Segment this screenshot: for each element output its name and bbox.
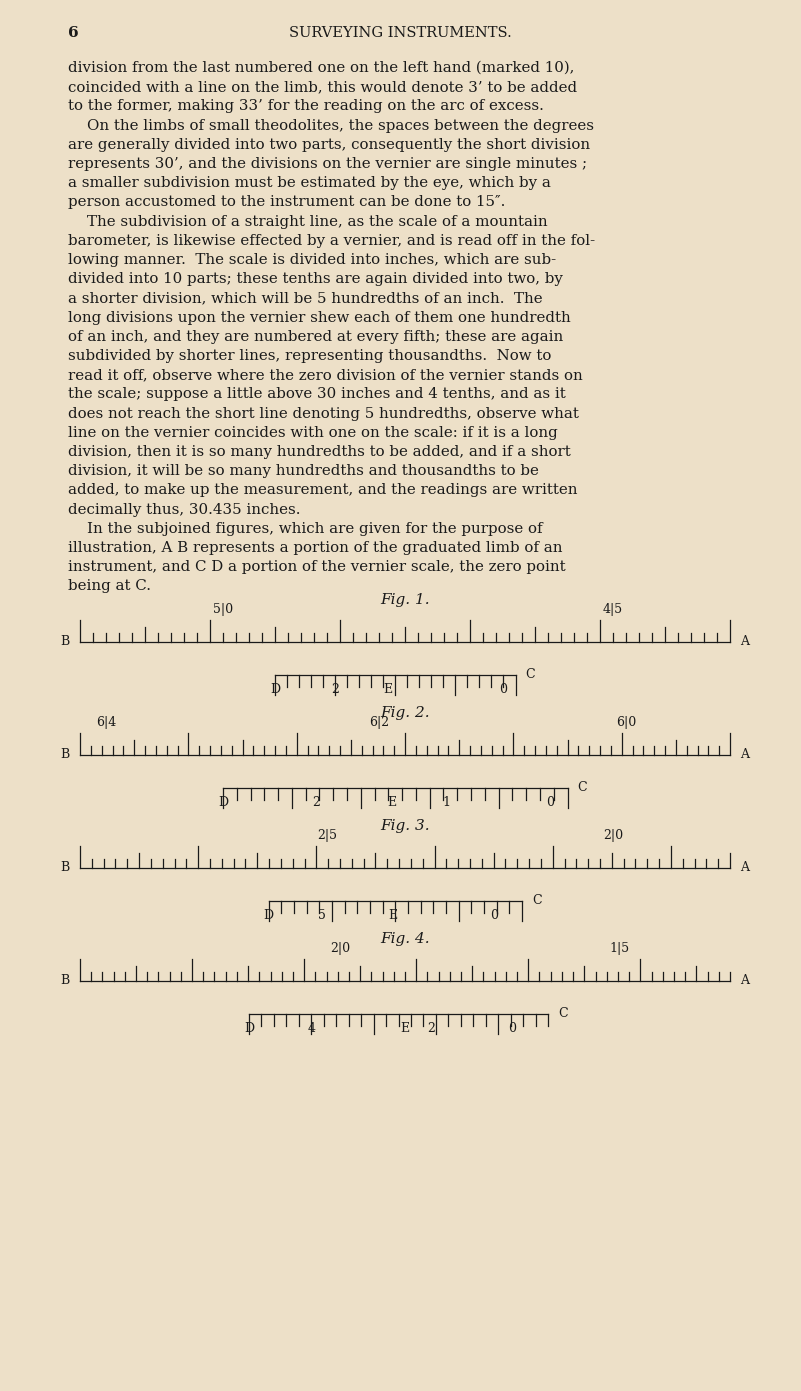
Text: 6|0: 6|0 bbox=[616, 715, 636, 729]
Text: 0: 0 bbox=[508, 1021, 516, 1035]
Text: A: A bbox=[740, 636, 749, 648]
Text: B: B bbox=[61, 974, 70, 988]
Text: read it off, observe where the zero division of the vernier stands on: read it off, observe where the zero divi… bbox=[68, 369, 583, 383]
Text: 4: 4 bbox=[308, 1021, 316, 1035]
Text: 2|0: 2|0 bbox=[603, 829, 623, 842]
Text: E: E bbox=[400, 1021, 409, 1035]
Text: person accustomed to the instrument can be done to 15″.: person accustomed to the instrument can … bbox=[68, 195, 505, 210]
Text: division, then it is so many hundredths to be added, and if a short: division, then it is so many hundredths … bbox=[68, 445, 571, 459]
Text: SURVEYING INSTRUMENTS.: SURVEYING INSTRUMENTS. bbox=[288, 26, 511, 40]
Text: a smaller subdivision must be estimated by the eye, which by a: a smaller subdivision must be estimated … bbox=[68, 177, 551, 191]
Text: Fig. 2.: Fig. 2. bbox=[380, 705, 430, 719]
Text: to the former, making 33’ for the reading on the arc of excess.: to the former, making 33’ for the readin… bbox=[68, 99, 544, 114]
Text: A: A bbox=[740, 748, 749, 761]
Text: illustration, A B represents a portion of the graduated limb of an: illustration, A B represents a portion o… bbox=[68, 541, 562, 555]
Text: Fig. 3.: Fig. 3. bbox=[380, 818, 430, 833]
Text: 5: 5 bbox=[318, 908, 326, 922]
Text: added, to make up the measurement, and the readings are written: added, to make up the measurement, and t… bbox=[68, 484, 578, 498]
Text: barometer, is likewise effected by a vernier, and is read off in the fol-: barometer, is likewise effected by a ver… bbox=[68, 234, 595, 248]
Text: C: C bbox=[532, 894, 541, 907]
Text: division, it will be so many hundredths and thousandths to be: division, it will be so many hundredths … bbox=[68, 465, 539, 479]
Text: C: C bbox=[578, 782, 587, 794]
Text: E: E bbox=[388, 908, 397, 922]
Text: instrument, and C D a portion of the vernier scale, the zero point: instrument, and C D a portion of the ver… bbox=[68, 561, 566, 574]
Text: 0: 0 bbox=[500, 683, 508, 696]
Text: D: D bbox=[244, 1021, 254, 1035]
Text: D: D bbox=[270, 683, 280, 696]
Text: a shorter division, which will be 5 hundredths of an inch.  The: a shorter division, which will be 5 hund… bbox=[68, 291, 542, 306]
Text: 2: 2 bbox=[331, 683, 339, 696]
Text: E: E bbox=[387, 796, 396, 808]
Text: The subdivision of a straight line, as the scale of a mountain: The subdivision of a straight line, as t… bbox=[68, 214, 548, 228]
Text: B: B bbox=[61, 636, 70, 648]
Text: of an inch, and they are numbered at every fifth; these are again: of an inch, and they are numbered at eve… bbox=[68, 330, 563, 344]
Text: represents 30’, and the divisions on the vernier are single minutes ;: represents 30’, and the divisions on the… bbox=[68, 157, 587, 171]
Text: A: A bbox=[740, 861, 749, 874]
Text: In the subjoined figures, which are given for the purpose of: In the subjoined figures, which are give… bbox=[68, 522, 542, 536]
Text: D: D bbox=[264, 908, 274, 922]
Text: line on the vernier coincides with one on the scale: if it is a long: line on the vernier coincides with one o… bbox=[68, 426, 557, 440]
Text: 2|5: 2|5 bbox=[317, 829, 337, 842]
Text: E: E bbox=[384, 683, 392, 696]
Text: does not reach the short line denoting 5 hundredths, observe what: does not reach the short line denoting 5… bbox=[68, 406, 579, 420]
Text: coincided with a line on the limb, this would denote 3’ to be added: coincided with a line on the limb, this … bbox=[68, 81, 578, 95]
Text: 1|5: 1|5 bbox=[610, 942, 630, 954]
Text: Fig. 4.: Fig. 4. bbox=[380, 932, 430, 946]
Text: 5|0: 5|0 bbox=[213, 602, 233, 616]
Text: 0: 0 bbox=[546, 796, 554, 808]
Text: decimally thus, 30.435 inches.: decimally thus, 30.435 inches. bbox=[68, 502, 300, 516]
Text: A: A bbox=[740, 974, 749, 988]
Text: the scale; suppose a little above 30 inches and 4 tenths, and as it: the scale; suppose a little above 30 inc… bbox=[68, 388, 566, 402]
Text: 6|2: 6|2 bbox=[369, 715, 389, 729]
Text: division from the last numbered one on the left hand (marked 10),: division from the last numbered one on t… bbox=[68, 61, 574, 75]
Text: lowing manner.  The scale is divided into inches, which are sub-: lowing manner. The scale is divided into… bbox=[68, 253, 556, 267]
Text: On the limbs of small theodolites, the spaces between the degrees: On the limbs of small theodolites, the s… bbox=[68, 118, 594, 132]
Text: 6: 6 bbox=[68, 26, 78, 40]
Text: 0: 0 bbox=[490, 908, 498, 922]
Text: C: C bbox=[558, 1007, 568, 1020]
Text: B: B bbox=[61, 861, 70, 874]
Text: 2: 2 bbox=[312, 796, 320, 808]
Text: 4|5: 4|5 bbox=[603, 602, 623, 616]
Text: divided into 10 parts; these tenths are again divided into two, by: divided into 10 parts; these tenths are … bbox=[68, 273, 563, 287]
Text: B: B bbox=[61, 748, 70, 761]
Text: are generally divided into two parts, consequently the short division: are generally divided into two parts, co… bbox=[68, 138, 590, 152]
Text: long divisions upon the vernier shew each of them one hundredth: long divisions upon the vernier shew eac… bbox=[68, 310, 571, 324]
Text: C: C bbox=[525, 668, 535, 682]
Text: 6|4: 6|4 bbox=[96, 715, 116, 729]
Text: subdivided by shorter lines, representing thousandths.  Now to: subdivided by shorter lines, representin… bbox=[68, 349, 551, 363]
Text: 1: 1 bbox=[443, 796, 451, 808]
Text: Fig. 1.: Fig. 1. bbox=[380, 593, 430, 606]
Text: 2|0: 2|0 bbox=[330, 942, 350, 954]
Text: 2: 2 bbox=[428, 1021, 435, 1035]
Text: D: D bbox=[218, 796, 228, 808]
Text: being at C.: being at C. bbox=[68, 580, 151, 594]
